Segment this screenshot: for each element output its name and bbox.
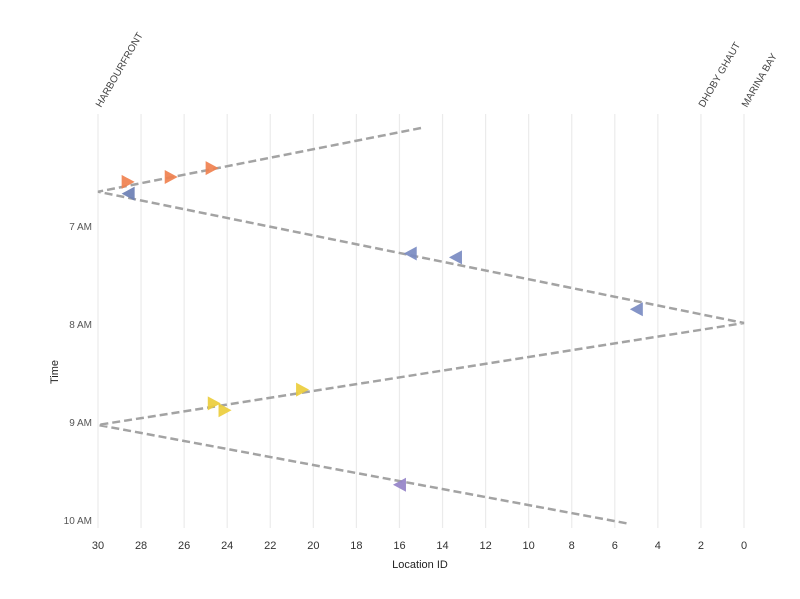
x-tick-label: 12 — [479, 540, 491, 552]
station-label: DHOBY GHAUT — [697, 41, 743, 110]
route-lines — [97, 126, 745, 526]
x-tick-label: 20 — [307, 540, 319, 552]
x-tick-label: 4 — [655, 540, 661, 552]
train-marker-left — [403, 246, 417, 261]
x-tick-label: 16 — [393, 540, 405, 552]
x-tick-label: 24 — [221, 540, 233, 552]
y-tick-label: 7 AM — [69, 222, 92, 233]
x-tick-label: 6 — [612, 540, 618, 552]
route-line — [97, 126, 745, 526]
x-tick-label: 0 — [741, 540, 747, 552]
train-markers — [121, 161, 643, 492]
y-tick-label: 10 AM — [64, 516, 92, 527]
train-marker-right — [296, 382, 310, 397]
y-tick-label: 8 AM — [69, 320, 92, 331]
train-marker-right — [164, 170, 178, 184]
x-axis-label: Location ID — [392, 559, 448, 571]
train-marker-right — [207, 396, 221, 411]
x-tick-label: 30 — [92, 540, 104, 552]
x-tick-label: 8 — [569, 540, 575, 552]
train-marker-right — [121, 174, 135, 189]
train-marker-left — [629, 302, 643, 317]
x-tick-label: 14 — [436, 540, 448, 552]
train-marker-right — [205, 161, 219, 176]
x-tick-label: 26 — [178, 540, 190, 552]
x-tick-label: 18 — [350, 540, 362, 552]
train-marker-right — [218, 403, 232, 418]
x-axis-ticks: 30 28 26 24 22 20 18 16 14 12 10 8 6 4 2 0 — [92, 540, 747, 552]
train-marker-left — [448, 250, 462, 265]
x-tick-label: 22 — [264, 540, 276, 552]
y-axis-label: Time — [49, 360, 61, 384]
grid-lines — [97, 114, 745, 528]
x-tick-label: 10 — [523, 540, 535, 552]
train-marker-left — [121, 186, 135, 201]
y-tick-label: 9 AM — [69, 418, 92, 429]
y-axis-ticks: 7 AM 8 AM 9 AM 10 AM — [64, 222, 92, 527]
station-label: MARINA BAY — [740, 51, 780, 109]
train-marker-left — [392, 477, 406, 492]
x-tick-label: 28 — [135, 540, 147, 552]
station-label: HARBOURFRONT — [94, 31, 146, 110]
x-tick-label: 2 — [698, 540, 704, 552]
